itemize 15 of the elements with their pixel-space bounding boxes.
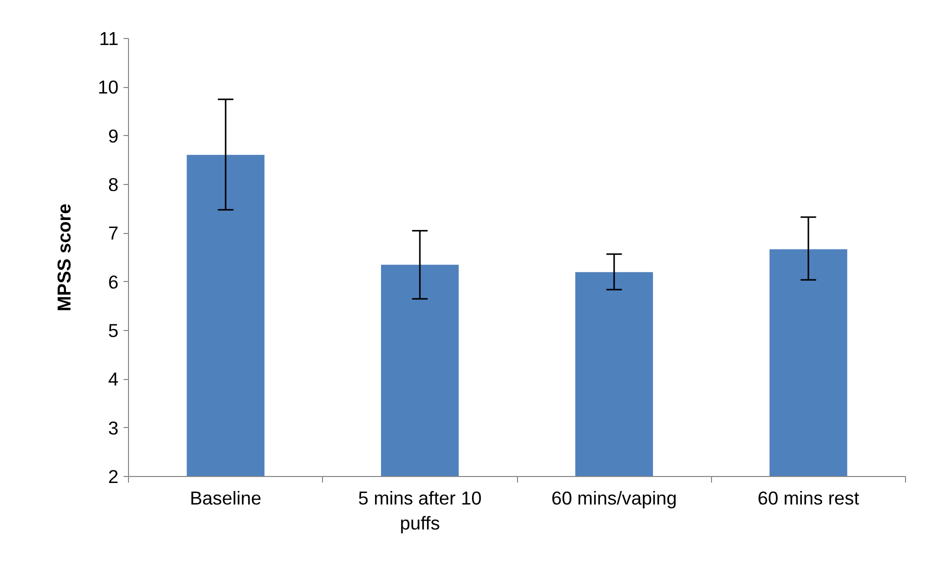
y-axis-title: MPSS score	[54, 204, 75, 312]
y-tick-label: 4	[108, 368, 119, 390]
y-tick-label: 8	[108, 174, 119, 195]
y-tick-label: 5	[108, 320, 119, 341]
y-tick-label: 6	[108, 271, 119, 292]
y-tick-label: 2	[108, 466, 119, 487]
y-tick-label: 7	[108, 222, 119, 244]
x-tick-label: 60 mins rest	[758, 488, 860, 508]
y-tick-label: 10	[98, 76, 119, 98]
y-tick-label: 9	[108, 125, 119, 146]
y-tick-label: 3	[108, 417, 119, 438]
x-tick-label: 60 mins/vaping	[551, 488, 677, 508]
x-tick-label: 5 mins after 10 puffs	[358, 488, 482, 534]
y-tick-label: 11	[99, 28, 119, 49]
x-tick-label: Baseline	[190, 488, 262, 508]
